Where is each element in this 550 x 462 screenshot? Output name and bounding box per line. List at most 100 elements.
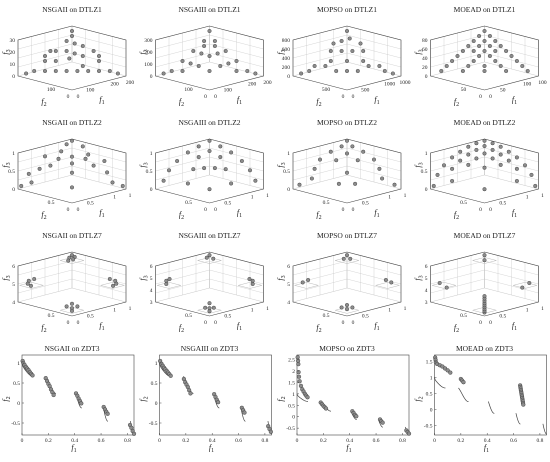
z-axis-label: f3 bbox=[139, 162, 150, 167]
gridline bbox=[346, 43, 402, 59]
y-tick-label: 0.5 bbox=[323, 200, 330, 206]
data-point bbox=[350, 305, 355, 310]
data-point bbox=[115, 71, 120, 76]
x-tick-label: 100 bbox=[86, 88, 95, 94]
y-axis-label: f2 bbox=[139, 396, 150, 401]
z-tick-label: 200 bbox=[144, 50, 153, 56]
y-axis-label-sub: 2 bbox=[281, 396, 287, 399]
y-tick-label: 1 bbox=[541, 193, 544, 199]
y-tick-label: 100 bbox=[47, 87, 56, 93]
gridline bbox=[71, 147, 127, 163]
data-point bbox=[482, 63, 487, 68]
data-point bbox=[487, 44, 492, 49]
data-point bbox=[504, 49, 509, 54]
y-tick-label: 0.5 bbox=[426, 391, 433, 397]
z-tick-label: 5 bbox=[287, 282, 290, 288]
y-axis-label-text: f2 bbox=[414, 396, 425, 401]
z-axis-label: f3 bbox=[414, 49, 425, 54]
y-tick-label: 100 bbox=[538, 80, 547, 86]
surface-mesh bbox=[59, 306, 85, 314]
y-axis-label: f1 bbox=[99, 95, 104, 106]
data-point bbox=[96, 68, 101, 73]
y-tick-label: 0 bbox=[77, 94, 80, 100]
data-point bbox=[482, 29, 487, 34]
x-tick-label: 0.4 bbox=[346, 438, 353, 444]
x-tick-label: 0.2 bbox=[457, 438, 464, 444]
data-point bbox=[207, 301, 212, 306]
x-axis-label-text: f2 bbox=[41, 97, 46, 108]
data-point bbox=[533, 183, 538, 188]
data-point bbox=[64, 68, 69, 73]
z-axis-label-sub: 3 bbox=[419, 49, 425, 52]
data-point bbox=[437, 281, 442, 286]
surface-mesh bbox=[374, 282, 401, 289]
data-point bbox=[312, 63, 317, 68]
x-axis-label-text: f2 bbox=[454, 97, 459, 108]
data-point bbox=[199, 51, 204, 56]
data-point bbox=[482, 187, 487, 192]
x-axis-label-text: f2 bbox=[316, 323, 321, 334]
data-point bbox=[107, 68, 112, 73]
data-point bbox=[202, 44, 207, 49]
z-tick-label: 10 bbox=[10, 62, 16, 68]
z-axis-label-text: f3 bbox=[276, 275, 287, 280]
chart-title: NSGAII on DTLZ7 bbox=[42, 231, 102, 240]
y-tick-label: 0 bbox=[214, 94, 217, 100]
data-point bbox=[506, 158, 511, 163]
z-axis-label-text: f3 bbox=[414, 275, 425, 280]
data-point bbox=[439, 68, 444, 73]
chart-dtlz1-moead: MOEAD on DTLZ1 0 20 40 60 80 f3 0 50 100 f2 0 50 100 f… bbox=[414, 5, 547, 108]
data-point bbox=[328, 59, 333, 64]
y-axis-label: f1 bbox=[237, 95, 242, 106]
data-point bbox=[211, 256, 216, 261]
data-point bbox=[56, 156, 61, 161]
data-point bbox=[482, 151, 487, 156]
z-tick-label: 20 bbox=[422, 65, 428, 71]
data-point bbox=[207, 253, 212, 258]
chart-title: MOPSO on DTLZ1 bbox=[317, 5, 377, 14]
data-point bbox=[196, 144, 201, 149]
z-tick-label: 0 bbox=[12, 187, 15, 193]
chart-title: NSGAII on ZDT3 bbox=[45, 344, 100, 353]
data-point bbox=[487, 34, 492, 39]
data-point bbox=[455, 54, 460, 59]
x-axis-label: f1 bbox=[209, 443, 214, 454]
gridline bbox=[17, 34, 73, 50]
data-point bbox=[444, 63, 449, 68]
data-point bbox=[28, 283, 33, 288]
data-point bbox=[80, 54, 85, 59]
gridline bbox=[71, 34, 127, 50]
data-point bbox=[372, 157, 377, 162]
data-point bbox=[345, 303, 350, 308]
surface-mesh bbox=[431, 282, 457, 289]
data-point bbox=[498, 144, 503, 149]
data-point bbox=[25, 281, 30, 286]
x-tick-label: 0.5 bbox=[362, 314, 369, 320]
data-point bbox=[168, 373, 173, 378]
data-point bbox=[477, 44, 482, 49]
y-axis-label-text: f1 bbox=[237, 321, 242, 332]
axes-box bbox=[430, 25, 539, 91]
x-tick-label: 1 bbox=[526, 194, 529, 200]
data-point bbox=[69, 138, 74, 143]
data-point bbox=[53, 59, 58, 64]
z-axis-label: f3 bbox=[139, 49, 150, 54]
data-point bbox=[32, 277, 37, 282]
z-tick-label: 0 bbox=[150, 74, 153, 80]
data-point bbox=[460, 49, 465, 54]
z-axis-label: f3 bbox=[1, 162, 12, 167]
z-tick-label: 5 bbox=[425, 276, 428, 282]
data-point bbox=[120, 183, 125, 188]
y-tick-label: -0.5 bbox=[286, 426, 295, 432]
y-tick-label: 2.5 bbox=[288, 358, 295, 364]
data-point bbox=[110, 180, 115, 185]
x-axis-label-text: f2 bbox=[179, 97, 184, 108]
data-point bbox=[79, 401, 84, 406]
data-point bbox=[268, 429, 273, 434]
data-point bbox=[167, 277, 172, 282]
z-tick-label: 6 bbox=[425, 264, 428, 270]
y-tick-label: 1.5 bbox=[288, 380, 295, 386]
data-point bbox=[323, 63, 328, 68]
data-point bbox=[306, 278, 311, 283]
